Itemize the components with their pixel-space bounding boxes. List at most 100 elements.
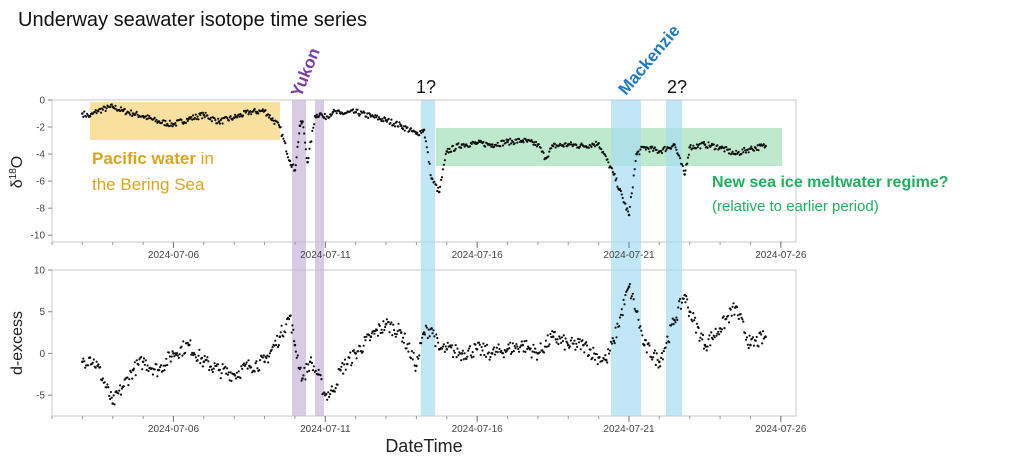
top-point bbox=[331, 110, 335, 114]
top-point bbox=[737, 150, 740, 153]
bottom-point bbox=[344, 368, 347, 371]
top-point bbox=[166, 122, 169, 125]
top-point bbox=[501, 144, 505, 147]
bottom-point bbox=[732, 302, 735, 305]
bottom-point bbox=[109, 397, 112, 401]
bottom-point bbox=[702, 347, 706, 350]
top-point bbox=[273, 122, 276, 125]
bottom-point bbox=[644, 339, 648, 342]
bottom-point bbox=[415, 364, 418, 368]
top-point bbox=[516, 141, 519, 144]
top-point bbox=[180, 118, 183, 121]
bottom-point bbox=[470, 356, 473, 359]
top-point bbox=[94, 109, 97, 112]
bottom-point bbox=[618, 316, 622, 319]
top-point bbox=[489, 143, 492, 146]
bottom-point bbox=[234, 374, 237, 377]
top-point bbox=[671, 144, 674, 147]
top-point bbox=[442, 163, 445, 166]
bottom-point bbox=[401, 336, 405, 339]
bottom-point bbox=[239, 376, 242, 380]
top-point bbox=[543, 158, 546, 161]
top-point bbox=[665, 148, 668, 151]
bottom-point bbox=[722, 315, 725, 318]
top-point bbox=[197, 118, 200, 121]
bottom-point bbox=[718, 333, 721, 336]
bottom-point bbox=[745, 336, 749, 339]
bottom-point bbox=[442, 343, 445, 346]
bottom-point bbox=[329, 389, 333, 392]
bottom-point bbox=[293, 340, 296, 343]
bottom-point bbox=[543, 345, 547, 348]
bottom-point bbox=[480, 345, 483, 349]
top-point bbox=[663, 145, 666, 148]
bottom-point bbox=[184, 351, 187, 354]
top-point bbox=[356, 108, 359, 111]
bottom-point bbox=[443, 350, 446, 353]
top-point bbox=[515, 138, 518, 141]
top-point bbox=[99, 107, 102, 110]
bottom-point bbox=[244, 363, 247, 366]
bottom-point bbox=[497, 343, 500, 346]
top-point bbox=[491, 143, 494, 146]
bottom-point bbox=[280, 324, 283, 327]
bottom-point bbox=[581, 339, 584, 342]
top-point bbox=[631, 186, 634, 189]
top-point bbox=[530, 139, 533, 142]
bottom-point bbox=[108, 394, 111, 398]
bottom-point bbox=[694, 316, 697, 319]
top-point bbox=[742, 151, 745, 154]
bottom-point bbox=[521, 343, 524, 347]
bottom-point bbox=[380, 328, 383, 331]
top-point bbox=[389, 121, 392, 125]
bottom-point bbox=[729, 308, 732, 311]
top-point bbox=[547, 155, 550, 158]
top-point bbox=[279, 126, 282, 129]
top-point bbox=[508, 143, 511, 146]
top-point bbox=[294, 164, 297, 167]
bottom-x-tick-label: 2024-07-16 bbox=[452, 424, 504, 435]
bottom-point bbox=[155, 363, 158, 366]
bottom-point bbox=[150, 367, 154, 370]
top-point bbox=[128, 111, 131, 115]
bottom-point bbox=[659, 365, 662, 368]
bottom-point bbox=[343, 363, 346, 366]
top-point bbox=[220, 117, 223, 120]
top-point bbox=[644, 148, 648, 151]
bottom-point bbox=[342, 372, 345, 375]
bottom-point bbox=[478, 343, 481, 346]
bottom-point bbox=[710, 331, 713, 334]
top-point bbox=[420, 131, 423, 134]
bottom-point bbox=[229, 371, 232, 374]
bottom-point bbox=[466, 355, 469, 358]
bottom-y-tick-label: 0 bbox=[39, 349, 45, 360]
bottom-point bbox=[141, 360, 145, 364]
bottom-point bbox=[752, 336, 755, 339]
bottom-point bbox=[708, 334, 711, 337]
top-point bbox=[406, 126, 409, 129]
bottom-point bbox=[372, 330, 375, 333]
top-point bbox=[253, 107, 256, 111]
top-point bbox=[602, 150, 605, 153]
top-point bbox=[168, 119, 171, 122]
bottom-point bbox=[672, 323, 675, 326]
bottom-point bbox=[119, 384, 122, 387]
top-point bbox=[83, 110, 86, 113]
bottom-point bbox=[192, 351, 196, 355]
bottom-point bbox=[628, 283, 632, 286]
bottom-point bbox=[118, 389, 121, 392]
bottom-point bbox=[327, 391, 330, 394]
top-point bbox=[209, 116, 213, 119]
top-point bbox=[190, 116, 193, 119]
top-point bbox=[763, 146, 766, 149]
bottom-point bbox=[336, 383, 339, 386]
bottom-point bbox=[706, 345, 709, 348]
bottom-point bbox=[680, 301, 684, 304]
bottom-point bbox=[518, 350, 521, 353]
bottom-point bbox=[393, 332, 397, 335]
bottom-point bbox=[246, 367, 249, 370]
top-point bbox=[568, 143, 572, 146]
bottom-point bbox=[352, 349, 355, 352]
top-point bbox=[681, 164, 684, 168]
bottom-point bbox=[405, 347, 408, 350]
